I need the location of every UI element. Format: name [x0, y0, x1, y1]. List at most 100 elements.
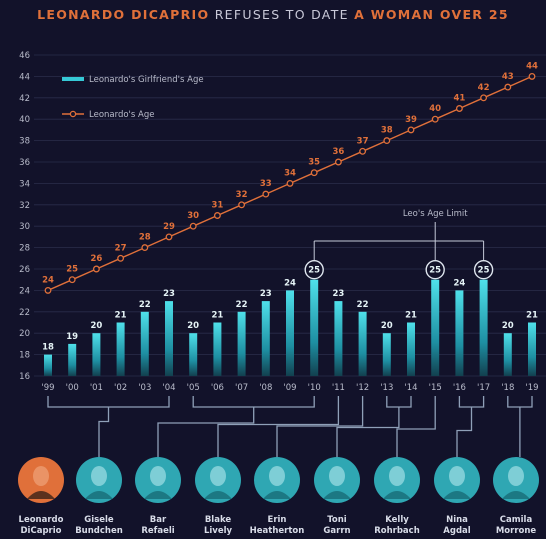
leo-age-limit-label: Leo's Age Limit — [403, 209, 468, 219]
x-tick-label: '02 — [114, 383, 127, 393]
bar-value-label: 23 — [260, 289, 272, 299]
leo-age-point — [528, 72, 536, 80]
avatar-face — [329, 466, 345, 486]
leo-age-label: 30 — [187, 211, 199, 221]
person-avatar — [493, 457, 539, 503]
x-tick-label: '00 — [66, 383, 79, 393]
x-tick-label: '99 — [41, 383, 54, 393]
leo-age-label: 38 — [381, 126, 393, 136]
leo-age-point — [431, 115, 439, 123]
leo-age-point — [407, 126, 415, 134]
leo-age-point — [165, 233, 173, 241]
person-connector — [276, 407, 364, 457]
girlfriend-age-bar — [116, 322, 125, 376]
year-range-bracket — [192, 396, 315, 408]
leo-age-point — [262, 190, 270, 198]
leo-age-point — [68, 276, 76, 284]
title-name: LEONARDO DICAPRIO — [37, 7, 210, 22]
leo-age-label: 27 — [115, 243, 127, 253]
person-avatar — [314, 457, 360, 503]
person-name: Blake — [205, 515, 232, 525]
person-name: Lively — [204, 526, 233, 536]
person-name: Garrn — [323, 526, 350, 536]
bar-value-label: 20 — [502, 321, 514, 331]
x-tick-label: '11 — [332, 383, 345, 393]
bar-value-label: 21 — [526, 311, 538, 321]
leo-age-point — [455, 105, 463, 112]
girlfriend-age-bar — [503, 333, 512, 376]
leo-age-label: 37 — [357, 136, 369, 146]
year-range-bracket — [507, 396, 533, 408]
person-name: Erin — [268, 515, 287, 525]
girlfriend-age-bar — [528, 322, 536, 376]
y-tick-label: 20 — [19, 329, 30, 339]
person-name: Heatherton — [250, 526, 305, 536]
y-tick-label: 34 — [19, 179, 30, 189]
girlfriend-age-bar — [431, 279, 440, 376]
x-tick-label: '04 — [162, 383, 175, 393]
bar-value-label: 25 — [478, 266, 490, 276]
bar-value-label: 22 — [139, 300, 151, 310]
y-tick-label: 32 — [19, 201, 30, 211]
person-avatar — [195, 457, 241, 503]
person-name: Gisele — [84, 515, 114, 525]
x-tick-label: '03 — [138, 383, 151, 393]
girlfriend-age-bar — [237, 311, 246, 376]
leo-age-label: 43 — [502, 72, 514, 82]
y-tick-label: 24 — [19, 286, 30, 296]
bar-value-label: 24 — [284, 278, 296, 288]
x-tick-label: '01 — [90, 383, 103, 393]
x-tick-label: '18 — [501, 383, 514, 393]
y-tick-label: 42 — [19, 94, 30, 104]
leo-age-point — [334, 158, 342, 166]
avatar-shoulders — [323, 491, 351, 499]
person-name: Bundchen — [75, 526, 123, 536]
limit-circle — [473, 260, 494, 280]
girlfriend-age-bar — [92, 333, 101, 376]
y-tick-label: 46 — [19, 51, 30, 61]
leo-age-label: 28 — [139, 233, 151, 243]
girlfriend-age-bar — [407, 322, 415, 376]
x-tick-label: '16 — [453, 383, 466, 393]
x-tick-label: '10 — [308, 383, 321, 393]
y-tick-label: 38 — [19, 137, 30, 147]
person-name: Kelly — [385, 515, 409, 525]
avatar-face — [449, 466, 465, 486]
leo-age-point — [504, 83, 512, 91]
avatar-face — [150, 466, 166, 486]
y-tick-label: 16 — [19, 372, 30, 382]
person-avatar — [76, 457, 122, 503]
x-tick-label: '08 — [259, 383, 272, 393]
person-name: Refaeli — [141, 526, 174, 536]
bar-value-label: 23 — [332, 289, 344, 299]
girlfriend-age-bar — [68, 343, 77, 376]
avatar-face — [210, 466, 226, 486]
person-name: Toni — [327, 515, 347, 525]
bar-value-label: 21 — [211, 311, 223, 321]
title-middle: REFUSES TO DATE — [209, 7, 355, 22]
person-name: Nina — [446, 515, 468, 525]
leo-age-point — [310, 169, 318, 177]
girlfriend-age-bar — [140, 311, 149, 376]
limit-circle — [304, 260, 324, 280]
leo-age-label: 35 — [308, 158, 320, 168]
bar-value-label: 23 — [163, 289, 175, 299]
leo-age-label: 31 — [211, 201, 223, 211]
x-tick-label: '12 — [356, 383, 369, 393]
y-tick-label: 28 — [19, 244, 30, 254]
leo-age-label: 40 — [429, 104, 441, 114]
x-tick-label: '05 — [187, 383, 200, 393]
leo-age-label: 34 — [284, 168, 296, 178]
leo-age-label: 25 — [66, 265, 78, 275]
leo-age-point — [480, 94, 488, 102]
avatar-shoulders — [443, 491, 471, 499]
leo-age-point — [359, 147, 367, 155]
legend-girlfriend-label: Leonardo's Girlfriend's Age — [89, 75, 204, 85]
person-avatar — [374, 457, 420, 503]
x-tick-label: '09 — [283, 383, 296, 393]
year-range-bracket — [47, 396, 170, 408]
leo-age-point — [238, 201, 246, 209]
limit-circle — [425, 260, 445, 280]
